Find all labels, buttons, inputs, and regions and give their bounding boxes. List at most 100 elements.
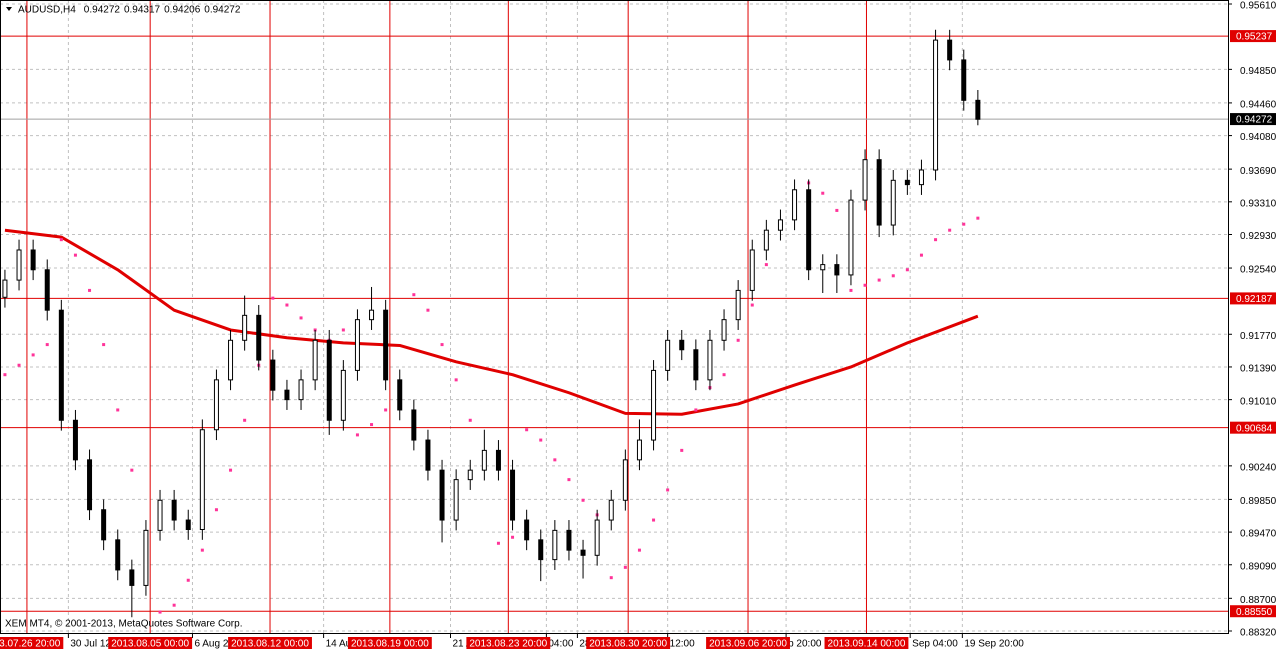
candle-body (876, 159, 882, 226)
candle-body (369, 309, 375, 321)
sar-dot (680, 448, 684, 452)
vertical-line-label: 2013.09.14 00:00 (828, 639, 906, 650)
horizontal-line-label-bg (1230, 292, 1276, 305)
candle-body (87, 459, 93, 511)
sar-dot (511, 535, 515, 539)
sar-dot (186, 578, 190, 582)
sar-dot (31, 353, 35, 357)
sar-dot (905, 268, 909, 272)
sar-dot (229, 468, 233, 472)
horizontal-line-label: 0.92187 (1236, 294, 1273, 305)
candle-body (749, 249, 755, 291)
candle-body (326, 339, 332, 421)
x-tick-label: 14 Aug (326, 639, 357, 650)
candle-body (101, 509, 107, 541)
candle-body (693, 349, 699, 381)
sar-dot (736, 338, 740, 342)
marks (2, 29, 981, 618)
candle-body (566, 529, 572, 551)
candle-body (904, 179, 910, 186)
candle-body (961, 59, 967, 101)
candle-body (270, 359, 276, 391)
sar-dot (200, 548, 204, 552)
candle-body (242, 314, 248, 341)
y-tick-label: 0.94850 (1240, 66, 1276, 77)
moving-average (4, 228, 979, 416)
y-tick-label: 0.88320 (1240, 628, 1276, 639)
candle-body (425, 439, 431, 471)
candle-body (453, 479, 459, 521)
candle-body (763, 229, 769, 251)
sar-dot (102, 343, 106, 347)
vertical-line-label: 2013.08.12 00:00 (231, 639, 309, 650)
sar-dot (355, 433, 359, 437)
vertical-line-label-bg (706, 637, 790, 649)
vertical-line-label-bg (108, 637, 193, 649)
sar-dot (440, 343, 444, 347)
candle-body (975, 99, 981, 120)
candle-body (735, 289, 741, 321)
candle-body (524, 519, 530, 541)
sar-dot (370, 423, 374, 427)
candle-body (538, 539, 544, 561)
candle-body (580, 549, 586, 556)
sar-dot (877, 278, 881, 282)
candle-body (354, 319, 360, 371)
vertical-line-label: 2013.08.23 20:00 (469, 639, 547, 650)
candle-body (679, 339, 685, 351)
current-price-label: 0.94272 (1236, 115, 1273, 126)
footer: XEM MT4, © 2001-2013, MetaQuotes Softwar… (5, 619, 242, 630)
sar-dot (722, 373, 726, 377)
sar-dot (694, 408, 698, 412)
vertical-line-label: 13.07.26 20:00 (0, 639, 61, 650)
vertical-line-label-bg (824, 637, 909, 649)
sar-dot (750, 303, 754, 307)
y-tick-label: 0.91770 (1240, 331, 1276, 342)
plot-frame (0, 0, 1229, 634)
candle-body (834, 264, 840, 276)
menu-icon[interactable] (6, 7, 12, 11)
horizontal-line-label: 0.88550 (1236, 607, 1273, 618)
sar-dot (426, 308, 430, 312)
y-tick-label: 0.89850 (1240, 496, 1276, 507)
candle-body (171, 499, 177, 521)
sar-dot (59, 238, 63, 242)
x-tick-label: 19 Sep 20:00 (964, 639, 1024, 650)
candle-body (129, 569, 135, 586)
x-tick-label: 04:00 (548, 639, 573, 650)
candle-body (115, 539, 121, 571)
candle-body (72, 419, 78, 461)
sar-dot (525, 428, 529, 432)
candle-body (397, 379, 403, 411)
candle-body (284, 389, 290, 401)
candle-body (622, 459, 628, 501)
sar-dot (17, 363, 21, 367)
sar-dot (976, 216, 980, 220)
y-tick-label: 0.92930 (1240, 231, 1276, 242)
candle-body (820, 264, 826, 271)
y-tick-label: 0.92540 (1240, 265, 1276, 276)
candle-body (933, 39, 939, 171)
sar-dot (468, 418, 472, 422)
sar-dot (623, 565, 627, 569)
candle-body (213, 379, 219, 431)
vertical-line-label: 2013.08.30 20:00 (589, 639, 667, 650)
sar-dot (384, 408, 388, 412)
sar-dot (45, 343, 49, 347)
candle-body (890, 179, 896, 226)
header: AUDUSD,H4 0.94272 0.94317 0.94206 0.94272 (18, 5, 241, 16)
y-tick-label: 0.89470 (1240, 529, 1276, 540)
candle-body (185, 519, 191, 531)
candle-body (862, 159, 868, 201)
candle-body (721, 319, 727, 341)
sar-dot (652, 518, 656, 522)
sar-dot (863, 283, 867, 287)
vertical-line-label-bg (466, 637, 551, 649)
sar-dot (948, 228, 952, 232)
candle-body (495, 449, 501, 471)
y-tick-label: 0.93690 (1240, 166, 1276, 177)
current-price-label-bg (1230, 113, 1276, 126)
candle-body (2, 279, 8, 298)
candle-body (848, 199, 854, 276)
